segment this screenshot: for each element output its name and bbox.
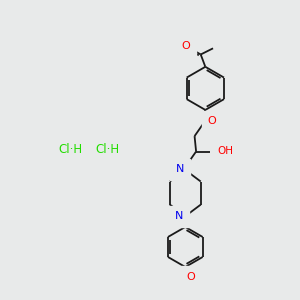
Text: Cl·H: Cl·H xyxy=(95,143,120,157)
Text: N: N xyxy=(176,164,184,174)
Text: O: O xyxy=(182,41,190,51)
Text: O: O xyxy=(186,272,195,282)
Text: OH: OH xyxy=(217,146,233,157)
Text: Cl·H: Cl·H xyxy=(58,143,83,157)
Text: N: N xyxy=(175,211,183,221)
Text: O: O xyxy=(207,116,216,127)
